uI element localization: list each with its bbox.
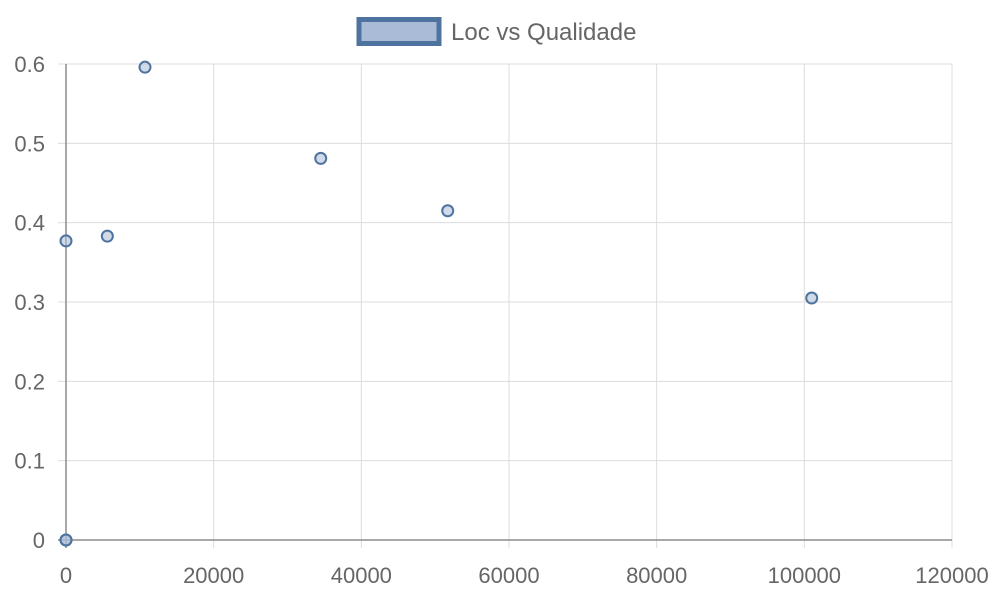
x-tick-label: 60000: [478, 563, 539, 588]
legend[interactable]: Loc vs Qualidade: [356, 17, 636, 46]
tick-labels: 0 20000 40000 60000 80000 100000 120000 0 0.1 0.2…: [14, 52, 988, 588]
x-tick-label: 0: [60, 563, 72, 588]
x-tick-label: 80000: [626, 563, 687, 588]
legend-swatch[interactable]: [356, 17, 442, 46]
scatter-point[interactable]: [314, 151, 328, 165]
y-tick-label: 0.6: [14, 52, 45, 77]
y-tick-label: 0.5: [14, 131, 45, 156]
y-tick-label: 0.2: [14, 369, 45, 394]
y-tick-label: 0: [33, 528, 45, 553]
x-tick-label: 100000: [768, 563, 841, 588]
x-tick-label: 20000: [183, 563, 244, 588]
grid-lines: [58, 63, 953, 548]
legend-label[interactable]: Loc vs Qualidade: [451, 19, 636, 46]
x-tick-label: 40000: [331, 563, 392, 588]
scatter-point[interactable]: [59, 533, 73, 547]
scatter-point[interactable]: [138, 60, 152, 74]
y-tick-label: 0.4: [14, 211, 45, 236]
y-tick-label: 0.3: [14, 290, 45, 315]
axes: [58, 64, 952, 548]
scatter-point[interactable]: [441, 204, 455, 218]
data-points: [59, 60, 819, 547]
scatter-point[interactable]: [805, 291, 819, 305]
scatter-point[interactable]: [100, 229, 114, 243]
x-tick-label: 120000: [915, 563, 988, 588]
y-tick-label: 0.1: [14, 449, 45, 474]
scatter-point[interactable]: [59, 234, 73, 248]
